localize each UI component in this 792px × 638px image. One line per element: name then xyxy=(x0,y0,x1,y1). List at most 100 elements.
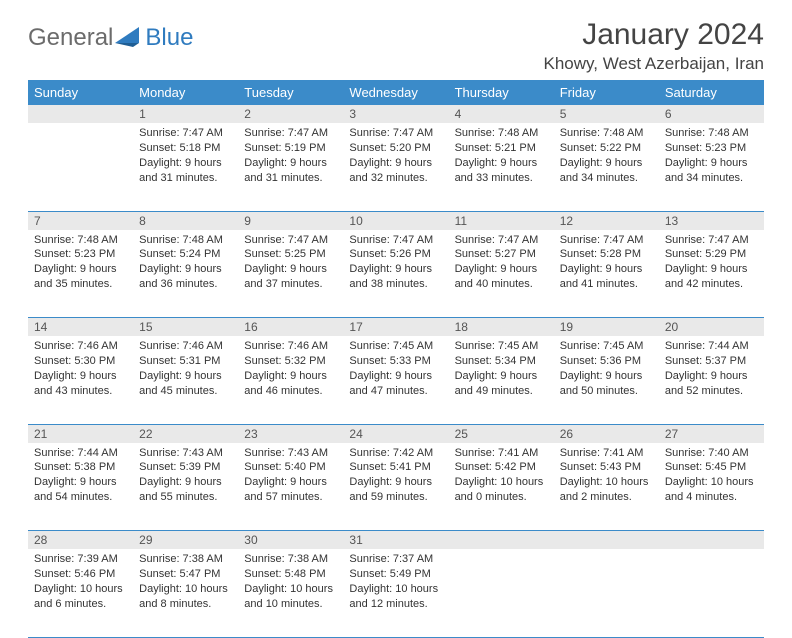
day-content-cell: Sunrise: 7:44 AMSunset: 5:38 PMDaylight:… xyxy=(28,443,133,531)
day-content-row: Sunrise: 7:48 AMSunset: 5:23 PMDaylight:… xyxy=(28,230,764,318)
day-number: 22 xyxy=(133,425,238,443)
day-number: 28 xyxy=(28,531,133,549)
day-content-cell: Sunrise: 7:48 AMSunset: 5:21 PMDaylight:… xyxy=(449,123,554,211)
day-header: Tuesday xyxy=(238,80,343,105)
day-content-cell xyxy=(449,549,554,637)
day-details: Sunrise: 7:45 AMSunset: 5:36 PMDaylight:… xyxy=(554,336,659,404)
day-number-cell: 22 xyxy=(133,424,238,443)
day-details: Sunrise: 7:48 AMSunset: 5:23 PMDaylight:… xyxy=(659,123,764,191)
title-block: January 2024 Khowy, West Azerbaijan, Ira… xyxy=(544,18,764,74)
day-details: Sunrise: 7:42 AMSunset: 5:41 PMDaylight:… xyxy=(343,443,448,511)
calendar-table: SundayMondayTuesdayWednesdayThursdayFrid… xyxy=(28,80,764,638)
day-details: Sunrise: 7:38 AMSunset: 5:48 PMDaylight:… xyxy=(238,549,343,617)
day-number: 18 xyxy=(449,318,554,336)
day-content-cell: Sunrise: 7:45 AMSunset: 5:33 PMDaylight:… xyxy=(343,336,448,424)
day-header: Thursday xyxy=(449,80,554,105)
day-details: Sunrise: 7:41 AMSunset: 5:43 PMDaylight:… xyxy=(554,443,659,511)
day-number: 6 xyxy=(659,105,764,123)
day-content-cell: Sunrise: 7:44 AMSunset: 5:37 PMDaylight:… xyxy=(659,336,764,424)
day-content-cell xyxy=(554,549,659,637)
day-content-cell: Sunrise: 7:47 AMSunset: 5:27 PMDaylight:… xyxy=(449,230,554,318)
day-number-cell: 16 xyxy=(238,318,343,337)
day-number: 17 xyxy=(343,318,448,336)
day-content-cell: Sunrise: 7:48 AMSunset: 5:22 PMDaylight:… xyxy=(554,123,659,211)
day-details: Sunrise: 7:48 AMSunset: 5:23 PMDaylight:… xyxy=(28,230,133,298)
day-number: 15 xyxy=(133,318,238,336)
day-number: 4 xyxy=(449,105,554,123)
day-number: 23 xyxy=(238,425,343,443)
day-number-cell: 10 xyxy=(343,211,448,230)
day-content-cell: Sunrise: 7:37 AMSunset: 5:49 PMDaylight:… xyxy=(343,549,448,637)
day-number: 11 xyxy=(449,212,554,230)
day-details: Sunrise: 7:45 AMSunset: 5:34 PMDaylight:… xyxy=(449,336,554,404)
day-number-cell: 2 xyxy=(238,105,343,123)
day-content-cell: Sunrise: 7:43 AMSunset: 5:39 PMDaylight:… xyxy=(133,443,238,531)
day-number-cell xyxy=(449,531,554,550)
day-number-cell: 3 xyxy=(343,105,448,123)
day-number: 29 xyxy=(133,531,238,549)
day-number-cell xyxy=(28,105,133,123)
day-content-cell: Sunrise: 7:41 AMSunset: 5:43 PMDaylight:… xyxy=(554,443,659,531)
day-number-cell: 21 xyxy=(28,424,133,443)
day-number: 7 xyxy=(28,212,133,230)
day-header: Friday xyxy=(554,80,659,105)
day-number-cell: 18 xyxy=(449,318,554,337)
day-content-cell: Sunrise: 7:47 AMSunset: 5:26 PMDaylight:… xyxy=(343,230,448,318)
day-content-cell: Sunrise: 7:43 AMSunset: 5:40 PMDaylight:… xyxy=(238,443,343,531)
day-header: Saturday xyxy=(659,80,764,105)
day-details: Sunrise: 7:48 AMSunset: 5:24 PMDaylight:… xyxy=(133,230,238,298)
day-content-cell: Sunrise: 7:46 AMSunset: 5:30 PMDaylight:… xyxy=(28,336,133,424)
day-content-cell: Sunrise: 7:47 AMSunset: 5:20 PMDaylight:… xyxy=(343,123,448,211)
day-number-cell xyxy=(659,531,764,550)
day-content-cell: Sunrise: 7:46 AMSunset: 5:32 PMDaylight:… xyxy=(238,336,343,424)
day-content-cell xyxy=(659,549,764,637)
day-content-cell: Sunrise: 7:48 AMSunset: 5:23 PMDaylight:… xyxy=(659,123,764,211)
day-number-cell: 14 xyxy=(28,318,133,337)
day-number: 14 xyxy=(28,318,133,336)
day-details: Sunrise: 7:47 AMSunset: 5:27 PMDaylight:… xyxy=(449,230,554,298)
day-content-cell xyxy=(28,123,133,211)
day-number-cell: 1 xyxy=(133,105,238,123)
day-number: 2 xyxy=(238,105,343,123)
day-details: Sunrise: 7:40 AMSunset: 5:45 PMDaylight:… xyxy=(659,443,764,511)
day-content-row: Sunrise: 7:39 AMSunset: 5:46 PMDaylight:… xyxy=(28,549,764,637)
day-details: Sunrise: 7:47 AMSunset: 5:20 PMDaylight:… xyxy=(343,123,448,191)
day-details: Sunrise: 7:46 AMSunset: 5:30 PMDaylight:… xyxy=(28,336,133,404)
day-content-cell: Sunrise: 7:45 AMSunset: 5:36 PMDaylight:… xyxy=(554,336,659,424)
page-header: General Blue January 2024 Khowy, West Az… xyxy=(28,18,764,74)
day-number: 19 xyxy=(554,318,659,336)
day-number-cell: 13 xyxy=(659,211,764,230)
day-number-cell: 6 xyxy=(659,105,764,123)
day-number-cell: 11 xyxy=(449,211,554,230)
day-number-cell: 17 xyxy=(343,318,448,337)
day-number-cell: 23 xyxy=(238,424,343,443)
day-details: Sunrise: 7:46 AMSunset: 5:31 PMDaylight:… xyxy=(133,336,238,404)
day-number-cell: 24 xyxy=(343,424,448,443)
day-details: Sunrise: 7:43 AMSunset: 5:40 PMDaylight:… xyxy=(238,443,343,511)
month-title: January 2024 xyxy=(544,18,764,52)
day-content-cell: Sunrise: 7:46 AMSunset: 5:31 PMDaylight:… xyxy=(133,336,238,424)
day-content-cell: Sunrise: 7:48 AMSunset: 5:24 PMDaylight:… xyxy=(133,230,238,318)
day-details: Sunrise: 7:45 AMSunset: 5:33 PMDaylight:… xyxy=(343,336,448,404)
day-content-cell: Sunrise: 7:41 AMSunset: 5:42 PMDaylight:… xyxy=(449,443,554,531)
day-number: 26 xyxy=(554,425,659,443)
day-content-cell: Sunrise: 7:48 AMSunset: 5:23 PMDaylight:… xyxy=(28,230,133,318)
day-number: 12 xyxy=(554,212,659,230)
location-text: Khowy, West Azerbaijan, Iran xyxy=(544,54,764,74)
day-number-cell: 9 xyxy=(238,211,343,230)
day-number: 24 xyxy=(343,425,448,443)
day-content-cell: Sunrise: 7:45 AMSunset: 5:34 PMDaylight:… xyxy=(449,336,554,424)
day-number-cell: 19 xyxy=(554,318,659,337)
day-content-row: Sunrise: 7:46 AMSunset: 5:30 PMDaylight:… xyxy=(28,336,764,424)
day-content-cell: Sunrise: 7:39 AMSunset: 5:46 PMDaylight:… xyxy=(28,549,133,637)
day-number-cell: 8 xyxy=(133,211,238,230)
day-number-row: 21222324252627 xyxy=(28,424,764,443)
day-header: Monday xyxy=(133,80,238,105)
day-number-cell xyxy=(554,531,659,550)
day-details: Sunrise: 7:48 AMSunset: 5:22 PMDaylight:… xyxy=(554,123,659,191)
day-details: Sunrise: 7:38 AMSunset: 5:47 PMDaylight:… xyxy=(133,549,238,617)
day-content-row: Sunrise: 7:44 AMSunset: 5:38 PMDaylight:… xyxy=(28,443,764,531)
day-content-cell: Sunrise: 7:47 AMSunset: 5:29 PMDaylight:… xyxy=(659,230,764,318)
day-details: Sunrise: 7:47 AMSunset: 5:28 PMDaylight:… xyxy=(554,230,659,298)
day-number-cell: 7 xyxy=(28,211,133,230)
